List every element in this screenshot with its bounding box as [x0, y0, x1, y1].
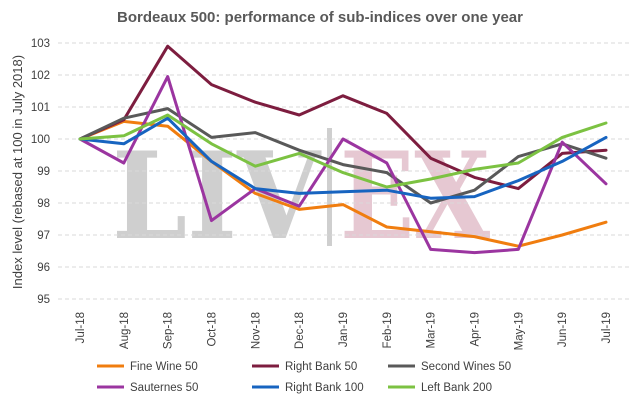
y-tick-label: 98 — [37, 198, 50, 210]
watermark-left-text: LIV — [112, 126, 322, 267]
series-line-right-bank-50 — [78, 44, 608, 191]
x-tick-label: Jul-18 — [75, 312, 87, 343]
legend-label: Left Bank 200 — [421, 382, 492, 394]
gridlines — [58, 42, 630, 300]
y-tick-label: 100 — [31, 134, 50, 146]
y-tick-label: 96 — [37, 262, 50, 274]
y-tick-label: 99 — [37, 166, 50, 178]
legend-item-second-wines-50: Second Wines 50 — [388, 361, 511, 373]
x-tick-label: Aug-18 — [119, 312, 131, 349]
legend-item-right-bank-100: Right Bank 100 — [252, 382, 364, 394]
chart-title: Bordeaux 500: performance of sub-indices… — [117, 9, 523, 26]
x-tick-label: Nov-18 — [250, 312, 262, 349]
legend: Fine Wine 50 Right Bank 50 Second Wines 50… — [97, 361, 511, 394]
legend-item-right-bank-50: Right Bank 50 — [252, 361, 357, 373]
watermark-logo: LIV EX — [112, 126, 490, 267]
x-axis-ticks: Jul-18 Aug-18 Sep-18 Oct-18 Nov-18 Dec-18 Jan-… — [75, 312, 613, 350]
legend-item-fine-wine-50: Fine Wine 50 — [97, 361, 198, 373]
x-tick-label: Apr-19 — [470, 312, 482, 347]
x-tick-label: Feb-19 — [382, 312, 394, 348]
legend-label: Fine Wine 50 — [130, 361, 198, 373]
series-line-right-bank-100 — [78, 116, 608, 200]
y-tick-label: 102 — [31, 70, 50, 82]
x-tick-label: Jun-19 — [557, 312, 569, 347]
series-lines — [78, 44, 608, 255]
y-tick-label: 97 — [37, 230, 50, 242]
series-line-sauternes-50 — [78, 75, 608, 255]
x-tick-label: Jan-19 — [338, 312, 350, 347]
series-line-second-wines-50 — [78, 107, 608, 205]
x-tick-label: May-19 — [513, 312, 525, 350]
x-tick-label: Dec-18 — [294, 312, 306, 349]
y-tick-label: 101 — [31, 102, 50, 114]
y-tick-label: 103 — [31, 38, 50, 50]
x-tick-label: Sep-18 — [163, 312, 175, 349]
x-tick-label: Jul-19 — [601, 312, 613, 343]
y-axis-ticks: 95 96 97 98 99 100 101 102 103 — [31, 38, 50, 306]
legend-label: Right Bank 100 — [285, 382, 364, 394]
x-tick-label: Oct-18 — [207, 312, 219, 347]
legend-item-left-bank-200: Left Bank 200 — [388, 382, 492, 394]
legend-label: Right Bank 50 — [285, 361, 357, 373]
legend-label: Second Wines 50 — [421, 361, 511, 373]
x-tick-label: Mar-19 — [426, 312, 438, 348]
legend-label: Sauternes 50 — [130, 382, 198, 394]
legend-item-sauternes-50: Sauternes 50 — [97, 382, 198, 394]
y-tick-label: 95 — [37, 294, 50, 306]
watermark-divider — [327, 128, 332, 246]
y-axis-label: Index level (rebased at 100 in July 2018… — [10, 55, 25, 289]
series-line-left-bank-200 — [78, 113, 608, 189]
